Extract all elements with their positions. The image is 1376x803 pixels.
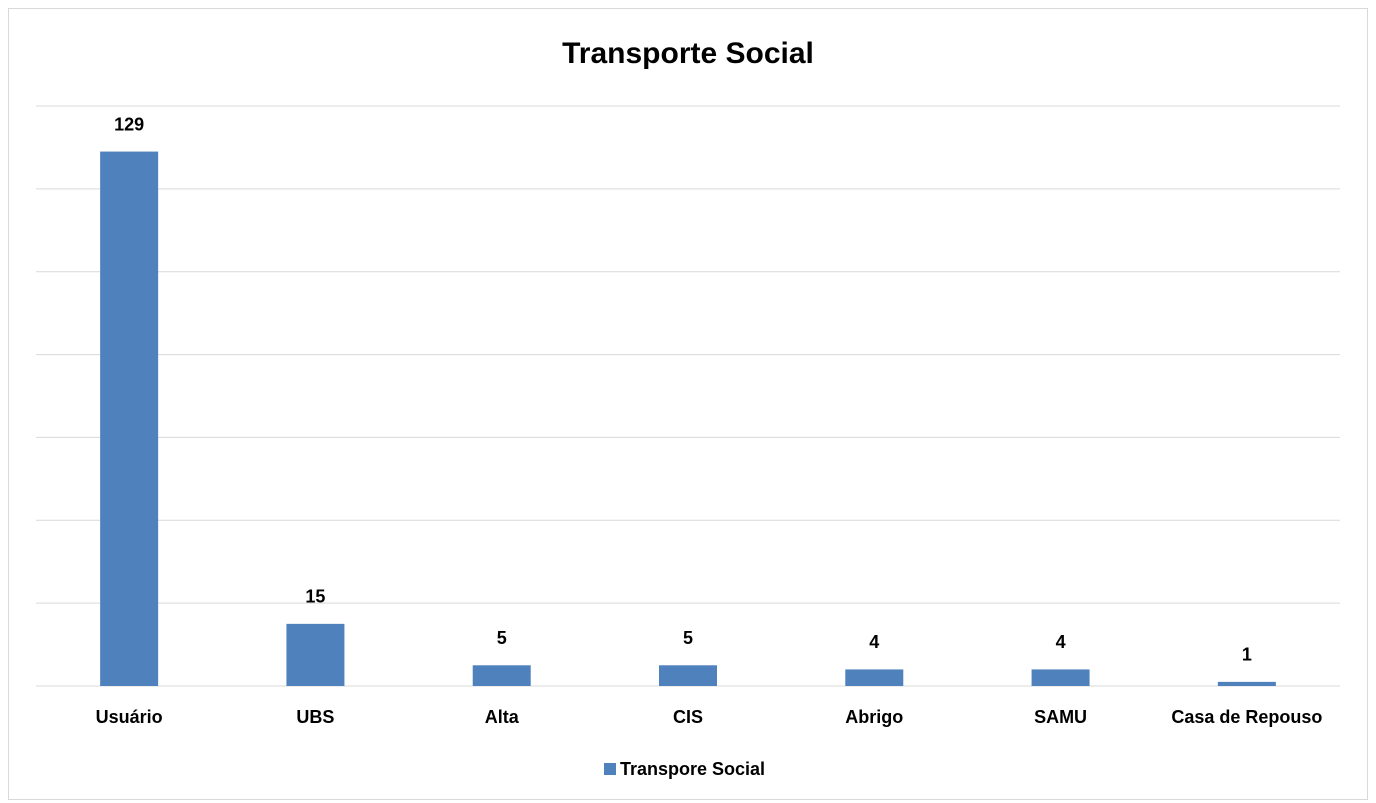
data-label: 15: [305, 587, 325, 607]
bar: [845, 669, 904, 686]
bar: [286, 623, 345, 686]
x-tick-label: Casa de Repouso: [1171, 707, 1322, 727]
bar: [100, 151, 159, 687]
x-tick-label: UBS: [296, 707, 334, 727]
legend-swatch: [604, 763, 616, 775]
bar: [1031, 669, 1090, 686]
x-tick-label: CIS: [673, 707, 703, 727]
x-tick-label: SAMU: [1034, 707, 1087, 727]
bar: [1217, 681, 1276, 686]
x-tick-label: Alta: [485, 707, 520, 727]
data-label: 129: [114, 114, 144, 134]
data-label: 1: [1242, 645, 1252, 665]
bar: [659, 665, 717, 686]
bar: [472, 665, 531, 686]
x-tick-label: Usuário: [96, 707, 163, 727]
data-label: 4: [869, 632, 879, 652]
legend-label: Transpore Social: [620, 759, 765, 779]
x-tick-label: Abrigo: [845, 707, 903, 727]
data-label: 4: [1056, 632, 1066, 652]
chart-title: Transporte Social: [562, 37, 814, 70]
data-label: 5: [497, 628, 507, 648]
data-label: 5: [683, 628, 693, 648]
